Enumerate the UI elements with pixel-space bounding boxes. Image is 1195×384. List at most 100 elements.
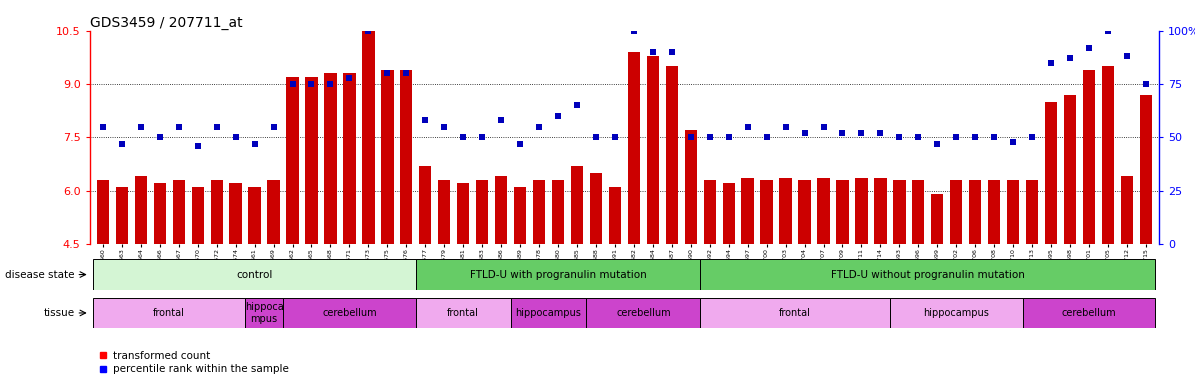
Bar — [510, 298, 587, 328]
Bar — [1083, 70, 1095, 244]
Point — [416, 117, 435, 123]
Point — [1117, 53, 1136, 60]
Bar — [1023, 298, 1156, 328]
Point — [378, 70, 397, 76]
Point — [454, 134, 473, 140]
Point — [207, 124, 226, 130]
Point — [758, 134, 777, 140]
Bar — [93, 259, 416, 290]
Text: FTLD-U without progranulin mutation: FTLD-U without progranulin mutation — [831, 270, 1025, 280]
Point — [358, 28, 378, 34]
Bar — [533, 180, 545, 244]
Text: cerebellum: cerebellum — [617, 308, 670, 318]
Point — [397, 70, 416, 76]
Bar — [416, 259, 700, 290]
Point — [264, 124, 283, 130]
Text: hippocampus: hippocampus — [515, 308, 582, 318]
Bar — [191, 187, 204, 244]
Point — [833, 130, 852, 136]
Bar — [116, 187, 128, 244]
Point — [472, 134, 491, 140]
Point — [814, 124, 833, 130]
Bar — [700, 259, 1156, 290]
Text: frontal: frontal — [153, 308, 185, 318]
Bar — [587, 298, 700, 328]
Legend: transformed count, percentile rank within the sample: transformed count, percentile rank withi… — [94, 347, 293, 378]
Bar — [1102, 66, 1114, 244]
Bar — [249, 187, 261, 244]
Bar — [495, 176, 508, 244]
Bar — [229, 184, 241, 244]
Point — [491, 117, 510, 123]
Bar — [723, 184, 735, 244]
Bar — [552, 180, 564, 244]
Point — [681, 134, 700, 140]
Bar — [381, 70, 393, 244]
Point — [170, 124, 189, 130]
Bar — [154, 184, 166, 244]
Point — [245, 141, 264, 147]
Bar — [1140, 95, 1152, 244]
Bar — [1027, 180, 1038, 244]
Point — [283, 81, 302, 87]
Bar — [97, 180, 109, 244]
Point — [1042, 60, 1061, 66]
Point — [946, 134, 966, 140]
Bar — [798, 180, 810, 244]
Point — [112, 141, 131, 147]
Bar — [1044, 102, 1058, 244]
Bar — [324, 73, 337, 244]
Text: cerebellum: cerebellum — [323, 308, 376, 318]
Point — [188, 143, 207, 149]
Text: FTLD-U with progranulin mutation: FTLD-U with progranulin mutation — [470, 270, 646, 280]
Bar — [608, 187, 621, 244]
Bar — [476, 180, 489, 244]
Point — [131, 124, 151, 130]
Point — [435, 124, 454, 130]
Bar — [836, 180, 848, 244]
Point — [510, 141, 529, 147]
Bar — [1064, 95, 1077, 244]
Point — [852, 130, 871, 136]
Point — [739, 124, 758, 130]
Point — [1079, 45, 1098, 51]
Bar — [931, 194, 943, 244]
Point — [624, 28, 643, 34]
Point — [643, 49, 662, 55]
Bar — [741, 178, 754, 244]
Bar — [245, 298, 283, 328]
Bar — [627, 52, 641, 244]
Bar — [210, 180, 222, 244]
Point — [568, 102, 587, 108]
Bar — [666, 66, 678, 244]
Point — [587, 134, 606, 140]
Point — [151, 134, 170, 140]
Point — [1060, 55, 1079, 61]
Bar — [646, 56, 658, 244]
Point — [890, 134, 909, 140]
Point — [302, 81, 321, 87]
Point — [662, 49, 681, 55]
Bar — [456, 184, 470, 244]
Point — [908, 134, 927, 140]
Point — [226, 134, 245, 140]
Text: frontal: frontal — [779, 308, 811, 318]
Text: hippoca
mpus: hippoca mpus — [245, 302, 283, 324]
Point — [529, 124, 549, 130]
Point — [700, 134, 719, 140]
Bar — [419, 166, 431, 244]
Bar — [439, 180, 451, 244]
Point — [795, 130, 814, 136]
Text: hippocampus: hippocampus — [924, 308, 989, 318]
Bar — [268, 180, 280, 244]
Bar — [400, 70, 412, 244]
Bar — [779, 178, 792, 244]
Text: frontal: frontal — [447, 308, 479, 318]
Bar — [912, 180, 925, 244]
Point — [321, 81, 341, 87]
Point — [871, 130, 890, 136]
Bar — [1121, 176, 1133, 244]
Bar — [760, 180, 773, 244]
Bar — [875, 178, 887, 244]
Text: cerebellum: cerebellum — [1061, 308, 1116, 318]
